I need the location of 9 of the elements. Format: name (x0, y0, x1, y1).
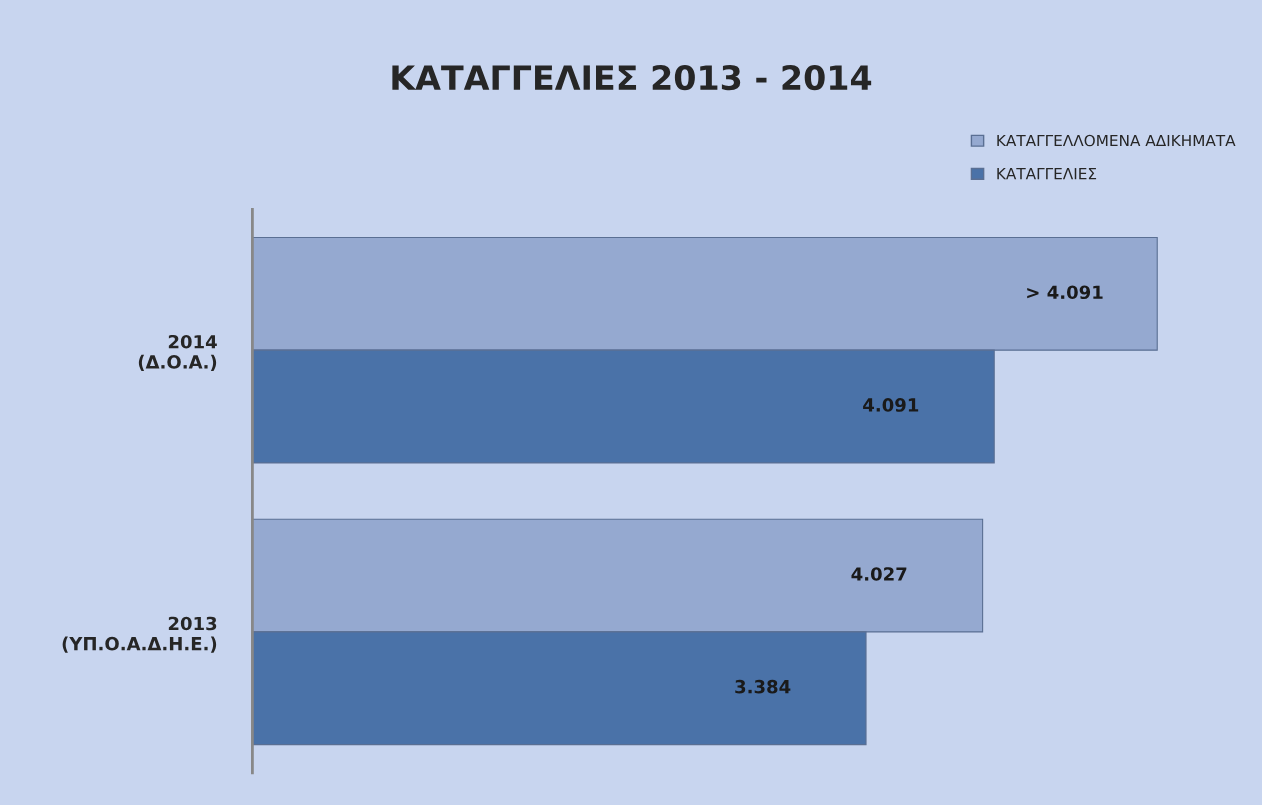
data-label: > 4.091 (1027, 285, 1103, 300)
data-label: 4.027 (851, 567, 907, 581)
y-tick-label: 2014 (Δ.Ο.Α.) (138, 334, 217, 371)
data-label: 3.384 (735, 679, 791, 694)
chart-title: ΚΑΤΑΓΓΕΛΙΕΣ 2013 - 2014 (392, 64, 872, 91)
legend-label: ΚΑΤΑΓΓΕΛΙΕΣ (997, 168, 1097, 180)
y-tick-label: 2013 (ΥΠ.Ο.Α.Δ.Η.Ε.) (62, 616, 217, 653)
legend-label: ΚΑΤΑΓΓΕΛΛΟΜΕΝΑ ΑΔΙΚΗΜΑΤΑ (997, 134, 1236, 147)
data-label: 4.091 (863, 398, 919, 412)
